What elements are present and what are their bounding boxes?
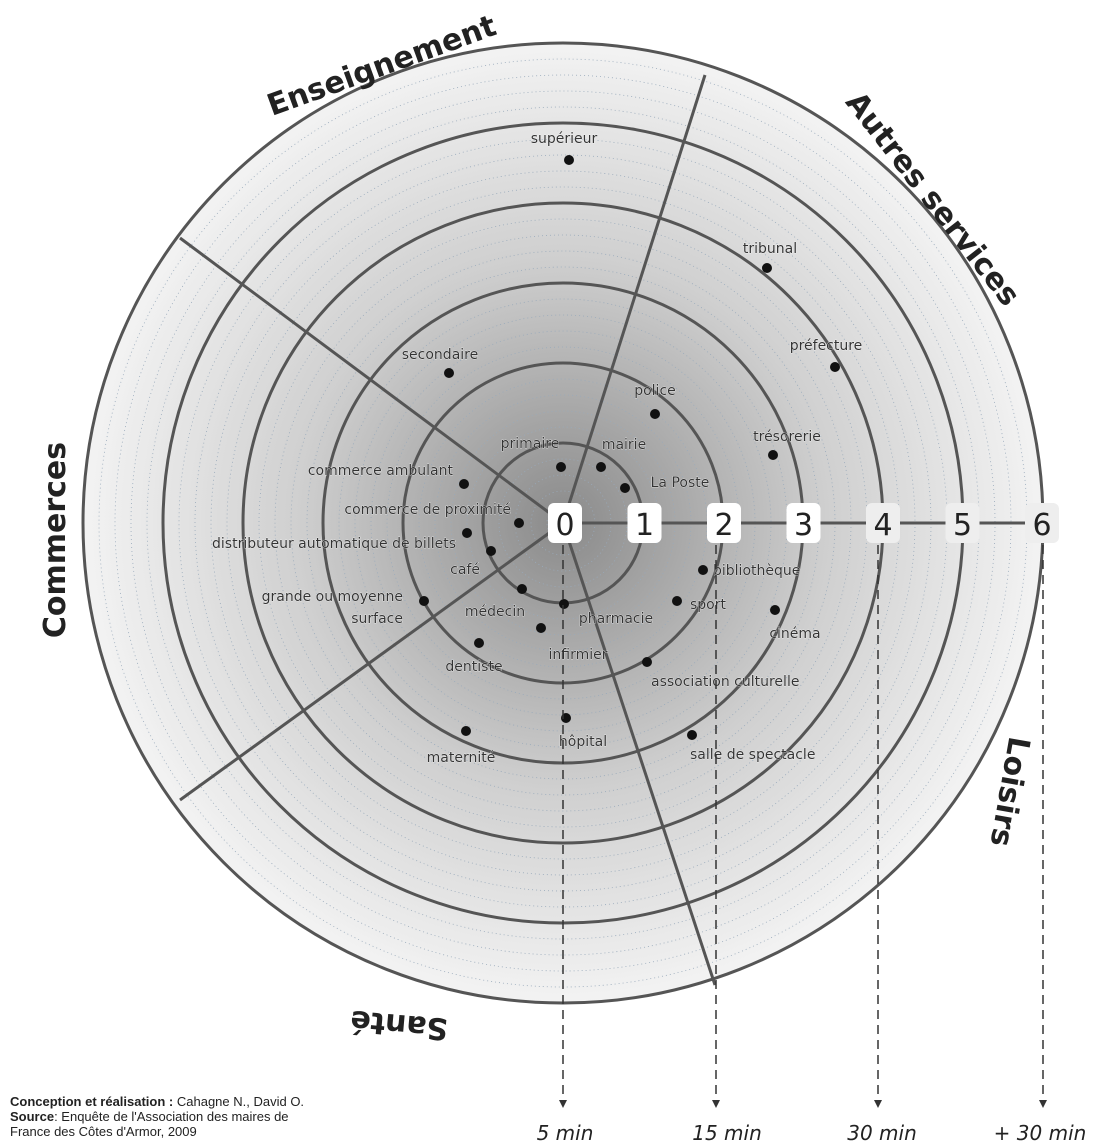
credit-key: Conception et réalisation : xyxy=(10,1094,173,1109)
service-label: commerce ambulant xyxy=(308,463,454,479)
sector-line xyxy=(561,74,707,524)
ring-label: 3 xyxy=(794,508,813,543)
ring-label-box xyxy=(707,503,741,543)
service-label: tribunal xyxy=(743,241,797,257)
arrow xyxy=(559,1100,567,1108)
service-dot xyxy=(474,638,484,648)
service-dot xyxy=(672,596,682,606)
ring-label: 0 xyxy=(555,508,574,543)
service-dot xyxy=(620,483,630,493)
service-label: salle de spectacle xyxy=(690,747,815,763)
service-dot xyxy=(698,565,708,575)
service-label: pharmacie xyxy=(579,611,653,627)
service-label: La Poste xyxy=(651,475,710,491)
service-label: maternité xyxy=(427,750,496,766)
service-label: supérieur xyxy=(531,131,598,147)
service-dot xyxy=(462,528,472,538)
arrow xyxy=(1039,1100,1047,1108)
credit-text: France des Côtes d'Armor, 2009 xyxy=(10,1124,197,1139)
time-label: 5 min xyxy=(537,1121,594,1145)
service-dot xyxy=(536,623,546,633)
service-dot xyxy=(642,657,652,667)
service-label: trésorerie xyxy=(753,429,821,445)
service-label: surface xyxy=(351,611,403,627)
time-label: 15 min xyxy=(692,1121,762,1145)
credit-key: Source xyxy=(10,1109,54,1124)
credit-line: Conception et réalisation : Cahagne N., … xyxy=(10,1094,304,1109)
service-dot xyxy=(564,155,574,165)
sector-title: Commerces xyxy=(38,442,73,638)
service-label: association culturelle xyxy=(651,674,799,690)
service-dot xyxy=(419,596,429,606)
arrow xyxy=(712,1100,720,1108)
service-label: cinéma xyxy=(769,626,820,642)
service-label: police xyxy=(634,383,676,399)
service-label: préfecture xyxy=(790,338,863,354)
service-label: café xyxy=(450,562,480,578)
sector-line xyxy=(179,236,564,525)
ring-label-box xyxy=(786,503,821,543)
sector-title: Loisirs xyxy=(983,734,1037,849)
service-dot xyxy=(770,605,780,615)
sector-line xyxy=(179,521,564,802)
service-label: commerce de proximité xyxy=(344,502,511,518)
ring-label: 1 xyxy=(635,508,654,543)
service-dot xyxy=(459,479,469,489)
service-label: hôpital xyxy=(559,734,607,750)
credit-text: : Enquête de l'Association des maires de xyxy=(54,1109,288,1124)
service-label: secondaire xyxy=(402,347,478,363)
service-label: grande ou moyenne xyxy=(262,589,403,605)
sector-title: Santé xyxy=(349,1003,450,1046)
service-label: mairie xyxy=(602,437,646,453)
service-dot xyxy=(444,368,454,378)
service-dot xyxy=(556,462,566,472)
time-label: 30 min xyxy=(847,1121,917,1145)
service-dot xyxy=(687,730,697,740)
service-label: médecin xyxy=(465,604,525,620)
service-label: primaire xyxy=(501,436,560,452)
service-dot xyxy=(830,362,840,372)
ring-label-box xyxy=(866,503,900,543)
service-label: infirmier xyxy=(549,647,608,663)
service-label: dentiste xyxy=(445,659,502,675)
service-label: sport xyxy=(690,597,727,613)
ring-label-box xyxy=(548,503,582,543)
ring-label: 5 xyxy=(953,508,972,543)
service-dot xyxy=(517,584,527,594)
arrow xyxy=(874,1100,882,1108)
sector-line xyxy=(561,522,717,986)
service-dot xyxy=(768,450,778,460)
credit-line: Source: Enquête de l'Association des mai… xyxy=(10,1109,289,1124)
service-label: bibliothèque xyxy=(713,563,800,579)
ring-label-box xyxy=(1025,503,1059,543)
service-dot xyxy=(486,546,496,556)
service-dot xyxy=(762,263,772,273)
service-dot xyxy=(650,409,660,419)
service-dot xyxy=(559,599,569,609)
ring-label-box xyxy=(627,503,662,543)
ring-label: 6 xyxy=(1032,508,1051,543)
credit-line: France des Côtes d'Armor, 2009 xyxy=(10,1124,197,1139)
ring-label: 2 xyxy=(714,508,733,543)
service-dot xyxy=(461,726,471,736)
service-dot xyxy=(514,518,524,528)
ring-label-box xyxy=(945,503,980,543)
service-label: distributeur automatique de billets xyxy=(212,536,456,552)
time-label: + 30 min xyxy=(994,1121,1087,1145)
credit-text: Cahagne N., David O. xyxy=(173,1094,304,1109)
ring-label: 4 xyxy=(873,508,892,543)
service-dot xyxy=(596,462,606,472)
